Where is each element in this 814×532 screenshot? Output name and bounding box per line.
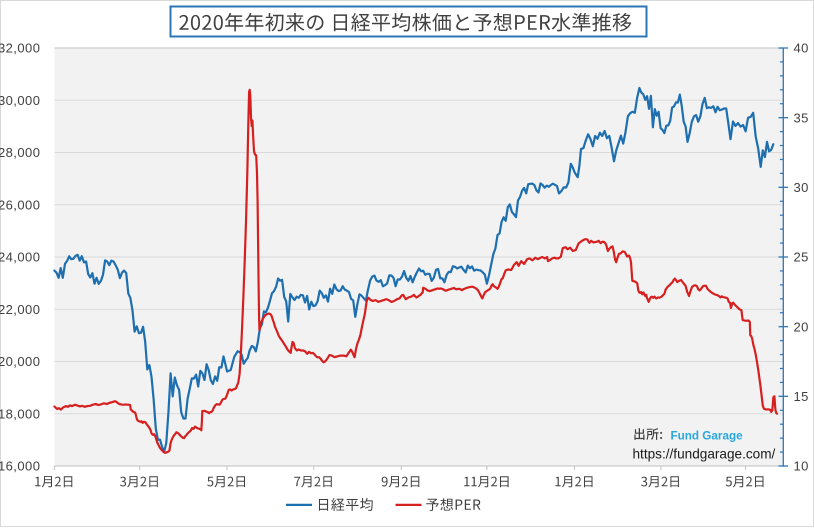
svg-text:35: 35 <box>794 110 809 125</box>
svg-text:16,000: 16,000 <box>0 459 40 474</box>
svg-text:20: 20 <box>794 319 809 334</box>
svg-text:https://fundgarage.com/: https://fundgarage.com/ <box>633 446 776 461</box>
svg-text:Fund Garage: Fund Garage <box>671 430 744 443</box>
svg-text:10: 10 <box>794 459 809 474</box>
svg-text:22,000: 22,000 <box>0 302 40 317</box>
svg-text:15: 15 <box>794 389 809 404</box>
svg-text:40: 40 <box>794 41 809 56</box>
svg-text:30: 30 <box>794 180 809 195</box>
svg-text:32,000: 32,000 <box>0 41 40 56</box>
svg-text:26,000: 26,000 <box>0 197 40 212</box>
svg-text:25: 25 <box>794 250 809 265</box>
svg-text:30,000: 30,000 <box>0 93 40 108</box>
svg-text:20,000: 20,000 <box>0 354 40 369</box>
svg-text:18,000: 18,000 <box>0 406 40 421</box>
svg-text:28,000: 28,000 <box>0 145 40 160</box>
svg-text:24,000: 24,000 <box>0 250 40 265</box>
